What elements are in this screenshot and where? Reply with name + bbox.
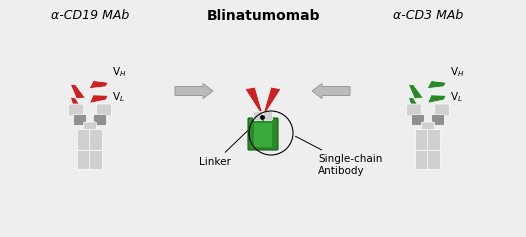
FancyBboxPatch shape [254, 123, 272, 147]
FancyBboxPatch shape [96, 104, 112, 116]
FancyBboxPatch shape [94, 114, 106, 126]
FancyBboxPatch shape [264, 111, 272, 120]
Text: Blinatumomab: Blinatumomab [206, 9, 320, 23]
Polygon shape [428, 95, 446, 103]
Polygon shape [89, 95, 108, 103]
FancyBboxPatch shape [254, 111, 262, 120]
Polygon shape [70, 97, 84, 112]
Polygon shape [245, 87, 262, 114]
FancyBboxPatch shape [77, 129, 90, 150]
Text: V$_H$: V$_H$ [112, 65, 126, 79]
FancyBboxPatch shape [434, 104, 450, 116]
Text: α-CD19 MAb: α-CD19 MAb [51, 9, 129, 22]
FancyBboxPatch shape [68, 104, 84, 116]
FancyBboxPatch shape [407, 104, 421, 116]
Text: Linker: Linker [199, 119, 260, 167]
Text: V$_L$: V$_L$ [450, 90, 463, 104]
FancyBboxPatch shape [84, 122, 96, 132]
FancyBboxPatch shape [431, 114, 444, 126]
Polygon shape [408, 97, 422, 112]
Polygon shape [70, 85, 85, 98]
Polygon shape [264, 87, 281, 114]
FancyBboxPatch shape [421, 122, 434, 132]
FancyBboxPatch shape [89, 129, 103, 150]
FancyBboxPatch shape [428, 150, 440, 169]
FancyBboxPatch shape [77, 150, 90, 169]
FancyArrow shape [312, 83, 350, 99]
FancyBboxPatch shape [428, 129, 440, 150]
FancyArrow shape [175, 83, 213, 99]
FancyBboxPatch shape [74, 114, 86, 126]
Polygon shape [427, 81, 447, 89]
Polygon shape [89, 81, 108, 89]
FancyBboxPatch shape [416, 129, 429, 150]
Text: Single-chain
Antibody: Single-chain Antibody [296, 136, 382, 176]
Text: V$_L$: V$_L$ [112, 90, 125, 104]
Polygon shape [409, 85, 423, 98]
FancyBboxPatch shape [411, 114, 424, 126]
FancyBboxPatch shape [248, 118, 278, 150]
Text: V$_H$: V$_H$ [450, 65, 464, 79]
FancyBboxPatch shape [89, 150, 103, 169]
FancyBboxPatch shape [416, 150, 429, 169]
Text: α-CD3 MAb: α-CD3 MAb [393, 9, 463, 22]
